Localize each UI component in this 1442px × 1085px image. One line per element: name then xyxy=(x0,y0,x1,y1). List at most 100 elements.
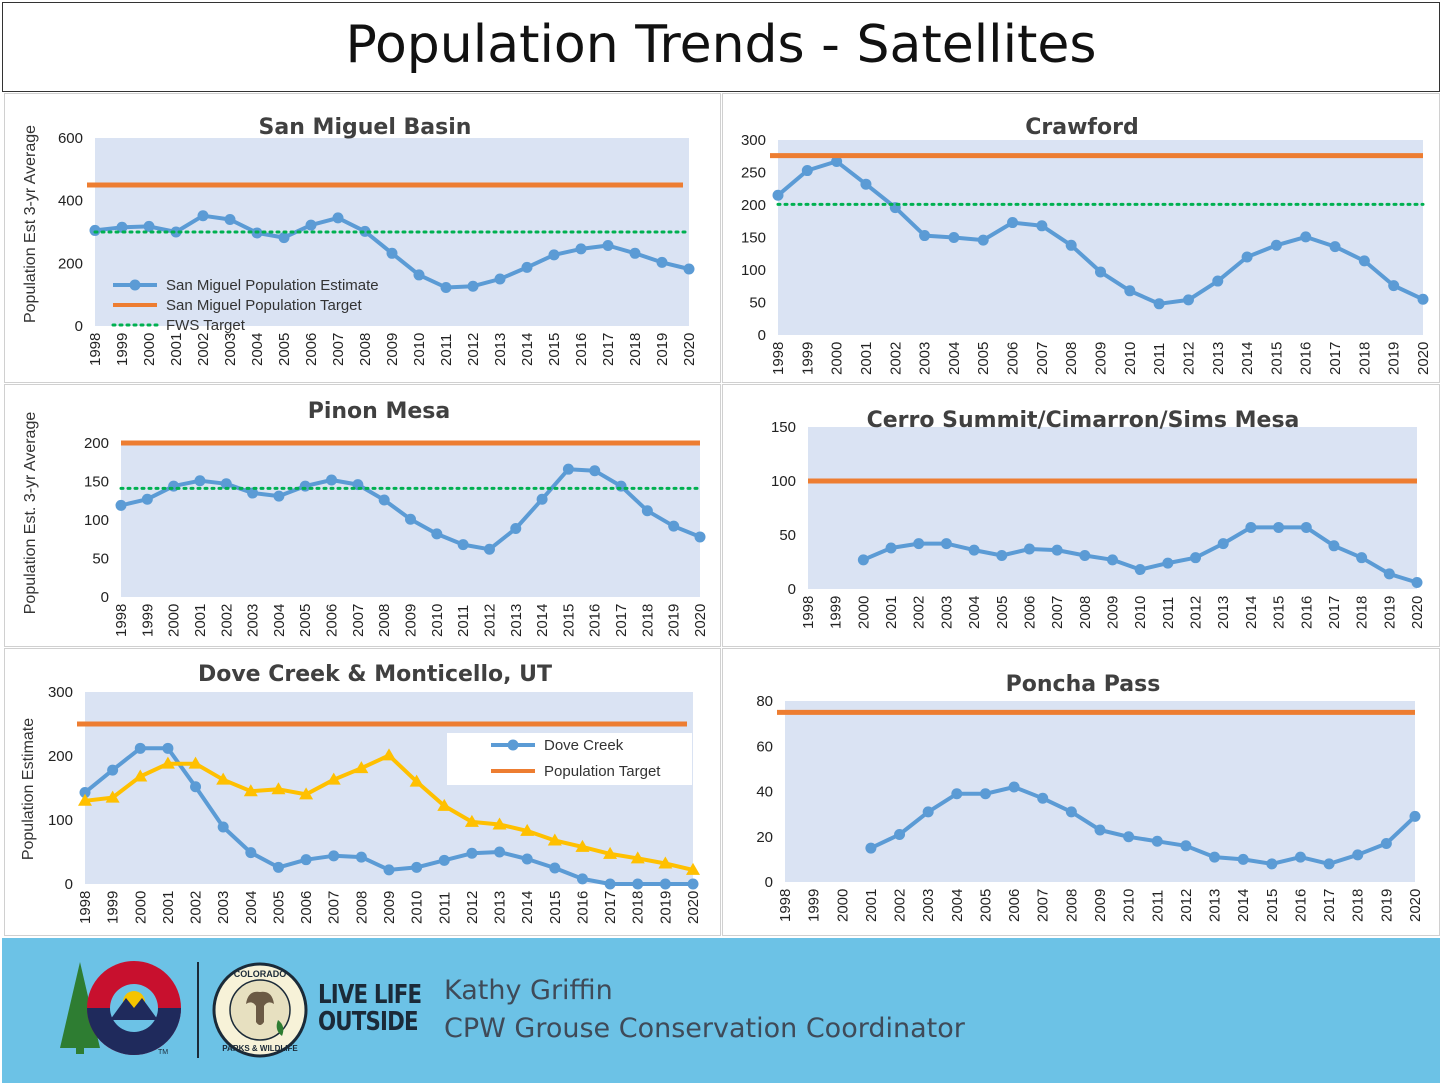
x-tick-label: 2014 xyxy=(534,604,551,637)
x-tick-label: 2006 xyxy=(1021,596,1038,629)
page-title: Population Trends - Satellites xyxy=(345,15,1097,75)
x-tick-label: 2006 xyxy=(298,891,315,924)
chart-panel-dove-creek: Dove Creek & Monticello, UT 0 100 200 300 199… xyxy=(4,648,721,936)
data-point-triangle xyxy=(271,782,286,795)
data-point xyxy=(278,232,290,244)
plot-area xyxy=(778,140,1423,335)
x-tick-label: 2008 xyxy=(353,891,370,924)
x-tick-label: 2018 xyxy=(1356,342,1373,375)
x-tick-label: 2019 xyxy=(1381,596,1398,629)
x-tick-label: 2016 xyxy=(587,604,604,637)
data-point xyxy=(913,538,925,550)
y-tick-label: 0 xyxy=(758,327,766,344)
tagline-line-1: LIVE LIFE xyxy=(318,980,422,1010)
x-tick-label: 2005 xyxy=(297,604,314,637)
x-tick-label: 2009 xyxy=(381,891,398,924)
colorado-logo: TM xyxy=(60,961,181,1056)
x-tick-label: 2015 xyxy=(547,891,564,924)
data-point xyxy=(919,230,931,242)
data-point xyxy=(405,513,416,525)
x-tick-label: 2017 xyxy=(1321,889,1338,922)
data-point xyxy=(615,480,627,492)
y-tick-label: 0 xyxy=(75,318,83,335)
data-point-triangle xyxy=(105,790,120,803)
mountain-icon xyxy=(110,998,158,1020)
x-tick-label: 2018 xyxy=(630,891,647,924)
data-point-triangle xyxy=(464,814,479,827)
x-tick-label: 2004 xyxy=(271,604,288,637)
x-tick-label: 1999 xyxy=(828,596,845,629)
y-tick-label: 100 xyxy=(741,262,766,279)
x-tick-label: 2006 xyxy=(303,333,320,366)
data-point xyxy=(273,490,285,502)
tm-mark: TM xyxy=(158,1049,168,1056)
x-tick-label: 2004 xyxy=(949,889,966,922)
x-tick-label: 2018 xyxy=(1354,596,1371,629)
data-point xyxy=(536,493,548,505)
data-point xyxy=(328,850,340,862)
x-tick-label: 2005 xyxy=(276,333,293,366)
data-point-triangle xyxy=(133,769,148,782)
data-point xyxy=(1008,781,1020,793)
x-tick-label: 2016 xyxy=(574,891,591,924)
x-tick-label: 2006 xyxy=(324,604,341,637)
data-point xyxy=(922,806,934,818)
legend-label: FWS Target xyxy=(166,317,246,334)
data-point xyxy=(467,280,479,292)
data-point xyxy=(1300,231,1312,243)
data-point xyxy=(1356,552,1368,564)
footer-band: TM COLORADO PARKS & WILDLIFE LIVE LIFE O… xyxy=(2,938,1440,1083)
x-tick-label: 2011 xyxy=(438,334,455,366)
x-tick-label: 2007 xyxy=(1034,342,1051,375)
data-point xyxy=(220,478,232,490)
data-point-triangle xyxy=(658,856,673,869)
data-point xyxy=(1329,241,1341,253)
x-tick-label: 2015 xyxy=(1271,596,1288,629)
data-point xyxy=(143,220,155,232)
data-point xyxy=(1134,564,1146,576)
chart-title: Poncha Pass xyxy=(1006,672,1161,697)
x-tick-label: 2008 xyxy=(1063,889,1080,922)
y-tick-label: 0 xyxy=(765,874,773,891)
tree-trunk xyxy=(76,1044,84,1054)
x-tick-label: 2001 xyxy=(168,333,185,366)
y-tick-label: 50 xyxy=(92,551,109,568)
data-point xyxy=(134,742,146,754)
data-point xyxy=(1380,838,1392,850)
data-point xyxy=(1036,220,1048,232)
data-point xyxy=(1007,217,1019,229)
x-tick-label: 2001 xyxy=(160,891,177,924)
x-tick-label: 2011 xyxy=(1160,597,1177,629)
data-point xyxy=(1266,858,1278,870)
data-point xyxy=(494,273,506,285)
data-point-triangle xyxy=(437,798,452,811)
x-tick-label: 2012 xyxy=(1188,596,1205,629)
data-point xyxy=(355,851,367,863)
data-point xyxy=(576,873,588,885)
chart-panel-crawford: Crawford 0 50 100 150 200 250 300 1998 1999 2000 20… xyxy=(722,93,1440,383)
data-point-triangle xyxy=(575,839,590,852)
data-point xyxy=(1388,280,1400,292)
data-point xyxy=(865,842,877,854)
x-tick-label: 2002 xyxy=(892,889,909,922)
data-point xyxy=(687,878,699,890)
y-tick-label: 100 xyxy=(84,512,109,529)
tagline: LIVE LIFE OUTSIDE xyxy=(318,980,422,1036)
data-point xyxy=(1094,824,1106,836)
y-tick-label: 60 xyxy=(756,738,773,755)
y-tick-label: 0 xyxy=(788,581,796,598)
x-tick-label: 2012 xyxy=(464,891,481,924)
x-tick-label: 2002 xyxy=(218,604,235,637)
chart-svg-dove-creek: Dove Creek & Monticello, UT 0 100 200 300 199… xyxy=(20,662,702,924)
x-tick-label: 1998 xyxy=(800,596,817,629)
x-tick-label: 2007 xyxy=(326,891,343,924)
x-tick-label: 2018 xyxy=(1350,889,1367,922)
data-point xyxy=(300,854,312,866)
x-tick-label: 2010 xyxy=(429,604,446,637)
data-point xyxy=(510,522,522,534)
data-point xyxy=(996,550,1008,562)
tree-icon xyxy=(60,962,100,1048)
x-tick-label: 1998 xyxy=(87,333,104,366)
x-tick-label: 2014 xyxy=(1243,596,1260,629)
x-tick-label: 1999 xyxy=(114,333,131,366)
